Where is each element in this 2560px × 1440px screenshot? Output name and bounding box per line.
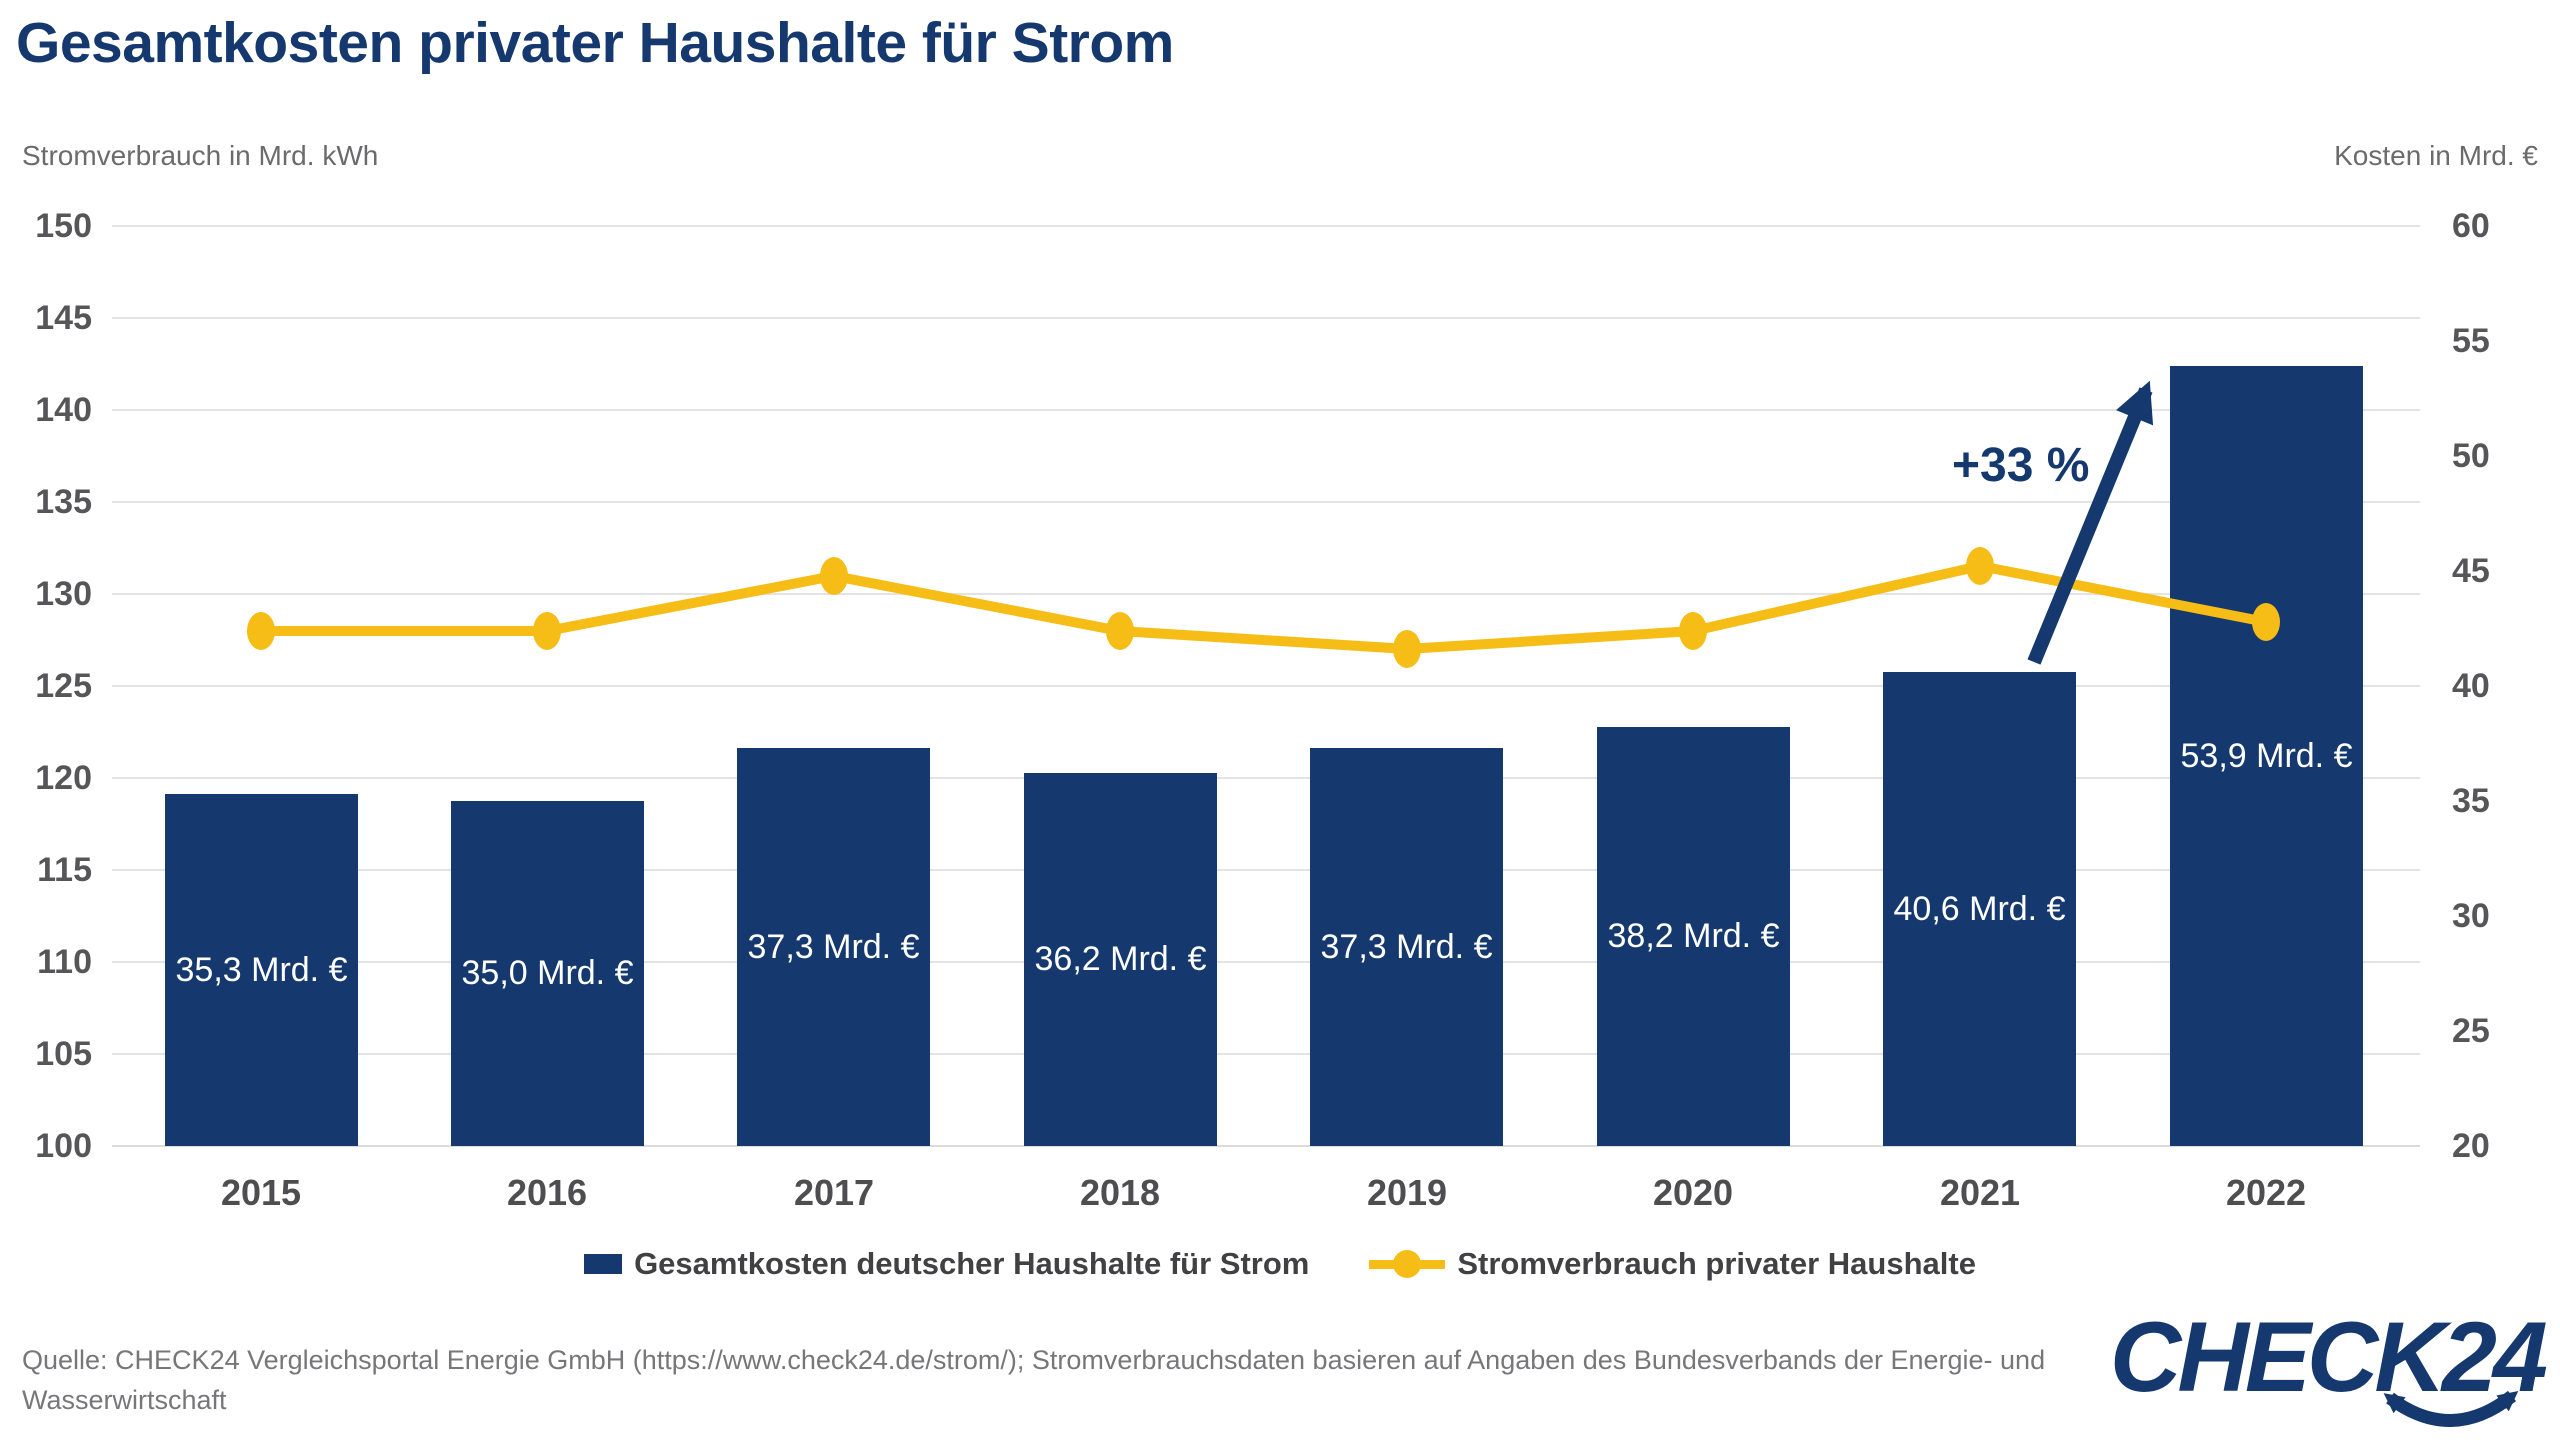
legend-item-costs: Gesamtkosten deutscher Haushalte für Str… xyxy=(584,1246,1309,1282)
line-series-swatch xyxy=(1369,1249,1446,1279)
right-axis-caption: Kosten in Mrd. € xyxy=(2334,140,2538,171)
bar-2016: 35,0 Mrd. € xyxy=(451,801,644,1146)
right-axis-tick: 25 xyxy=(2452,1012,2490,1050)
bar-2017: 37,3 Mrd. € xyxy=(737,748,930,1146)
legend-label-consumption: Stromverbrauch privater Haushalte xyxy=(1457,1246,1976,1281)
gridline xyxy=(112,593,2420,595)
left-axis-tick: 140 xyxy=(35,391,92,429)
x-axis-label-2021: 2021 xyxy=(1939,1172,2021,1213)
right-axis-tick: 20 xyxy=(2452,1127,2490,1165)
bar-value-label: 37,3 Mrd. € xyxy=(1320,927,1493,966)
right-axis-tick: 45 xyxy=(2452,552,2490,590)
data-point-2021 xyxy=(1966,547,1994,585)
bar-2019: 37,3 Mrd. € xyxy=(1310,748,1503,1146)
right-axis-tick: 35 xyxy=(2452,782,2490,820)
data-point-2020 xyxy=(1679,612,1707,650)
consumption-line xyxy=(261,560,2267,655)
page-title: Gesamtkosten privater Haushalte für Stro… xyxy=(16,11,1174,75)
bar-2018: 36,2 Mrd. € xyxy=(1024,773,1217,1146)
left-axis-caption: Stromverbrauch in Mrd. kWh xyxy=(22,140,379,171)
check24-logo: CHECK24 xyxy=(2044,1300,2548,1440)
bar-value-label: 38,2 Mrd. € xyxy=(1607,917,1780,955)
left-axis-tick: 150 xyxy=(35,207,92,245)
check24-smile-arrow-icon xyxy=(2383,1390,2519,1427)
left-axis-tick: 145 xyxy=(35,299,92,337)
left-axis-tick: 130 xyxy=(35,575,92,613)
x-axis-label-2017: 2017 xyxy=(793,1172,875,1213)
line-swatch-dot xyxy=(1393,1250,1422,1278)
bar-value-label: 53,9 Mrd. € xyxy=(2180,736,2353,775)
left-axis-tick: 100 xyxy=(35,1127,92,1165)
x-axis-label-2019: 2019 xyxy=(1366,1172,1448,1213)
left-axis-tick: 135 xyxy=(35,483,92,521)
bar-2022: 53,9 Mrd. € xyxy=(2170,366,2363,1146)
gridline xyxy=(112,1053,2420,1055)
bar-2021: 40,6 Mrd. € xyxy=(1883,672,2076,1146)
data-point-2015 xyxy=(247,612,275,650)
gridline xyxy=(112,685,2420,687)
gridline xyxy=(112,869,2420,871)
source-text-line2: Wasserwirtschaft xyxy=(22,1385,227,1415)
legend-label-costs: Gesamtkosten deutscher Haushalte für Str… xyxy=(634,1246,1310,1281)
gridline xyxy=(112,225,2420,227)
left-axis-tick: 105 xyxy=(35,1035,92,1073)
increase-annotation: +33 % xyxy=(1952,439,2090,492)
bar-2015: 35,3 Mrd. € xyxy=(165,794,358,1146)
bar-series-swatch xyxy=(584,1254,623,1274)
data-point-2017 xyxy=(820,557,848,595)
legend: Gesamtkosten deutscher Haushalte für Str… xyxy=(0,1246,2560,1282)
bar-value-label: 36,2 Mrd. € xyxy=(1034,940,1207,978)
left-axis-tick: 110 xyxy=(37,943,92,981)
x-axis-label-2022: 2022 xyxy=(2225,1172,2307,1213)
gridline xyxy=(112,409,2420,411)
left-axis-tick: 120 xyxy=(35,759,92,797)
legend-item-consumption: Stromverbrauch privater Haushalte xyxy=(1369,1246,1976,1282)
gridline xyxy=(112,501,2420,503)
gridline xyxy=(112,961,2420,963)
bar-2020: 38,2 Mrd. € xyxy=(1597,727,1790,1146)
consumption-line-series xyxy=(247,547,2280,668)
bar-value-label: 35,0 Mrd. € xyxy=(461,954,634,992)
data-point-2019 xyxy=(1393,630,1421,668)
right-axis-tick: 60 xyxy=(2452,207,2490,245)
left-axis-tick: 125 xyxy=(35,667,92,705)
data-point-2018 xyxy=(1106,612,1134,650)
x-axis-label-2018: 2018 xyxy=(1079,1172,1161,1213)
source-text-line1: Quelle: CHECK24 Vergleichsportal Energie… xyxy=(22,1345,2046,1375)
x-axis-label-2016: 2016 xyxy=(506,1172,588,1213)
right-axis-tick: 30 xyxy=(2452,897,2490,935)
gridline xyxy=(112,1145,2420,1147)
bar-value-label: 40,6 Mrd. € xyxy=(1893,889,2066,928)
bar-value-label: 37,3 Mrd. € xyxy=(747,927,920,966)
left-axis-tick: 115 xyxy=(37,851,92,889)
bar-value-label: 35,3 Mrd. € xyxy=(175,950,348,989)
data-point-2016 xyxy=(533,612,561,650)
x-axis-label-2020: 2020 xyxy=(1652,1172,1734,1213)
increase-arrow xyxy=(2027,380,2154,665)
gridline xyxy=(112,317,2420,319)
right-axis-tick: 55 xyxy=(2452,322,2490,360)
right-axis-tick: 40 xyxy=(2452,667,2490,705)
right-axis-tick: 50 xyxy=(2452,437,2490,475)
x-axis-label-2015: 2015 xyxy=(220,1172,302,1213)
gridline xyxy=(112,777,2420,779)
